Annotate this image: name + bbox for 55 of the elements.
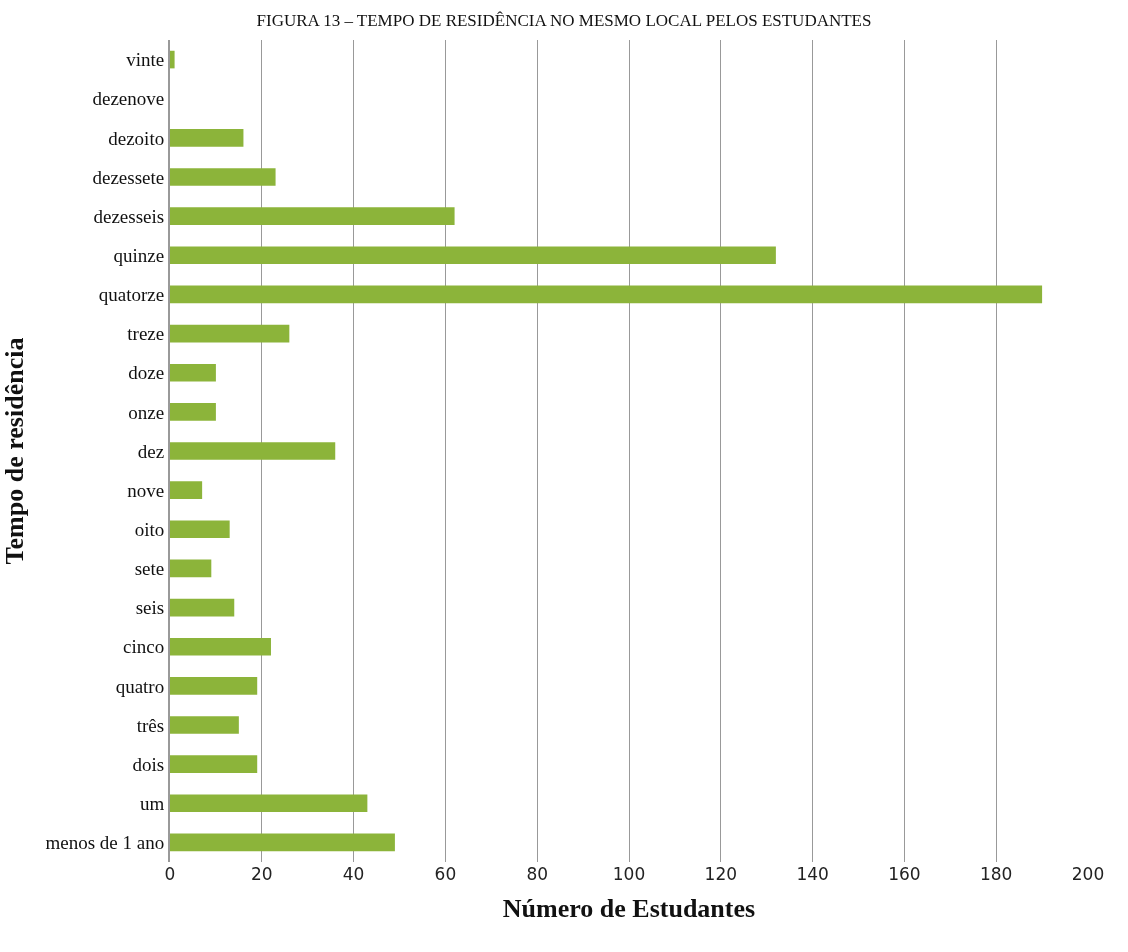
y-tick-label: dez xyxy=(137,440,165,462)
bar xyxy=(170,442,336,460)
x-tick-label: 160 xyxy=(888,864,921,884)
bar xyxy=(170,833,395,852)
bar xyxy=(170,520,230,539)
y-tick-label: dezessete xyxy=(92,166,165,188)
bar xyxy=(170,168,276,186)
x-tick-label: 200 xyxy=(1071,864,1105,884)
bar xyxy=(170,481,203,499)
x-tick-label: 140 xyxy=(796,864,829,884)
x-tick-label: 40 xyxy=(342,864,365,884)
x-tick-label: 180 xyxy=(979,864,1013,884)
y-tick-label: doze xyxy=(128,362,165,384)
bar xyxy=(170,598,235,617)
y-axis-title: Tempo de residência xyxy=(0,337,29,565)
bar xyxy=(170,403,216,421)
bar xyxy=(170,637,271,656)
y-tick-label: um xyxy=(139,792,165,814)
y-tick-label: oito xyxy=(134,518,165,540)
bar xyxy=(170,129,244,147)
y-tick-label: cinco xyxy=(123,636,165,658)
x-tick-label: 120 xyxy=(704,864,738,884)
x-axis-title: Número de Estudantes xyxy=(502,893,756,923)
y-tick-label: onze xyxy=(128,401,165,423)
bar xyxy=(170,324,290,343)
y-tick-label: dezoito xyxy=(108,127,165,149)
x-tick-label: 80 xyxy=(526,864,549,884)
bar xyxy=(170,207,455,225)
y-tick-label: três xyxy=(136,714,165,736)
y-tick-label: treze xyxy=(127,323,165,345)
bar xyxy=(170,794,368,813)
bar xyxy=(170,559,212,578)
bar xyxy=(170,50,175,69)
x-tick-label: 20 xyxy=(250,864,273,884)
bar xyxy=(170,363,216,382)
y-tick-label: vinte xyxy=(126,49,165,71)
x-tick-label: 0 xyxy=(164,864,176,884)
y-tick-label: quatro xyxy=(115,675,165,697)
x-tick-label: 60 xyxy=(434,864,457,884)
y-tick-label: menos de 1 ano xyxy=(45,832,165,854)
y-tick-label: dezesseis xyxy=(93,205,165,227)
y-tick-label: sete xyxy=(134,558,165,580)
y-tick-label: dezenove xyxy=(92,88,165,110)
y-tick-label: nove xyxy=(127,479,165,501)
bar xyxy=(170,755,258,773)
chart-title: FIGURA 13 – TEMPO DE RESIDÊNCIA NO MESMO LOCAL PELOS ESTUDANTES xyxy=(256,11,872,31)
y-tick-label: quinze xyxy=(113,244,165,266)
bar xyxy=(170,246,776,265)
x-tick-label: 100 xyxy=(612,864,646,884)
y-tick-label: dois xyxy=(132,753,165,775)
y-tick-label: seis xyxy=(135,597,165,619)
bar xyxy=(170,285,1043,304)
bar xyxy=(170,677,258,695)
bar xyxy=(170,716,239,734)
y-tick-label: quatorze xyxy=(98,284,165,306)
